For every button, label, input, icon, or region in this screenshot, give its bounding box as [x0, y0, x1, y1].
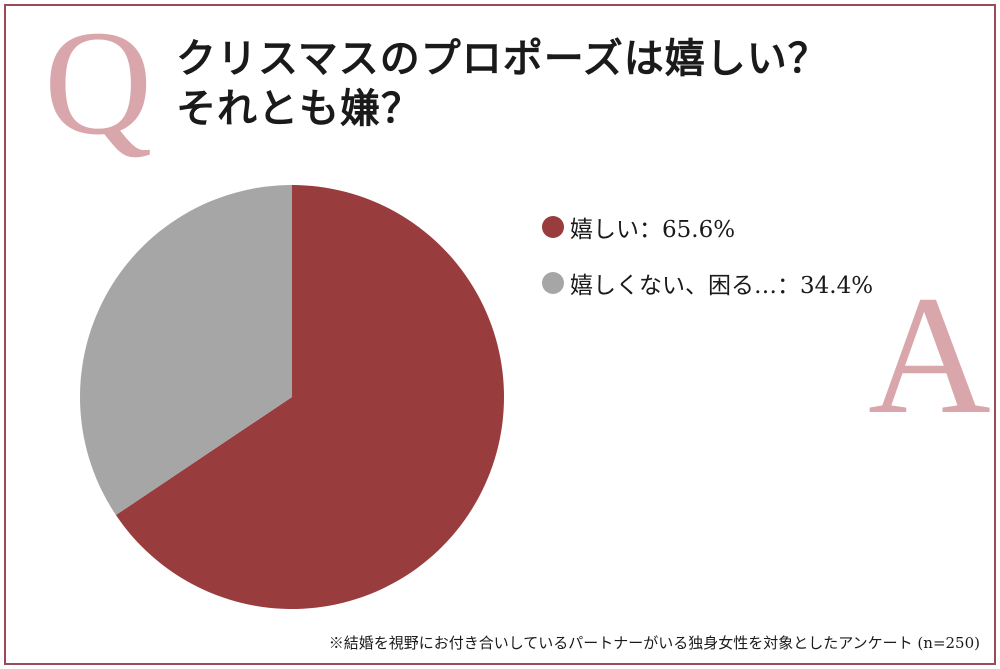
- legend-item-not-happy: 嬉しくない、困る…：34.4%: [542, 264, 873, 302]
- legend-swatch-not-happy: [542, 272, 564, 294]
- pie-slice-happy: [115, 185, 505, 609]
- question-letter: Q: [44, 0, 153, 166]
- legend-label-not-happy: 嬉しくない、困る…：34.4%: [570, 273, 874, 299]
- legend: 嬉しい：65.6% 嬉しくない、困る…：34.4%: [542, 208, 873, 320]
- legend-label-happy: 嬉しい：65.6%: [570, 217, 736, 243]
- answer-letter: A: [868, 261, 991, 449]
- title-line-1: クリスマスのプロポーズは嬉しい？: [176, 35, 829, 82]
- pie-slice-not-happy: [80, 185, 292, 516]
- legend-swatch-happy: [542, 216, 564, 238]
- legend-item-happy: 嬉しい：65.6%: [542, 208, 873, 246]
- title-line-2: それとも嫌？: [176, 85, 422, 132]
- survey-footnote: ※結婚を視野にお付き合いしているパートナーがいる独身女性を対象としたアンケート …: [328, 634, 980, 652]
- chart-title: クリスマスのプロポーズは嬉しい？ それとも嫌？: [176, 34, 829, 134]
